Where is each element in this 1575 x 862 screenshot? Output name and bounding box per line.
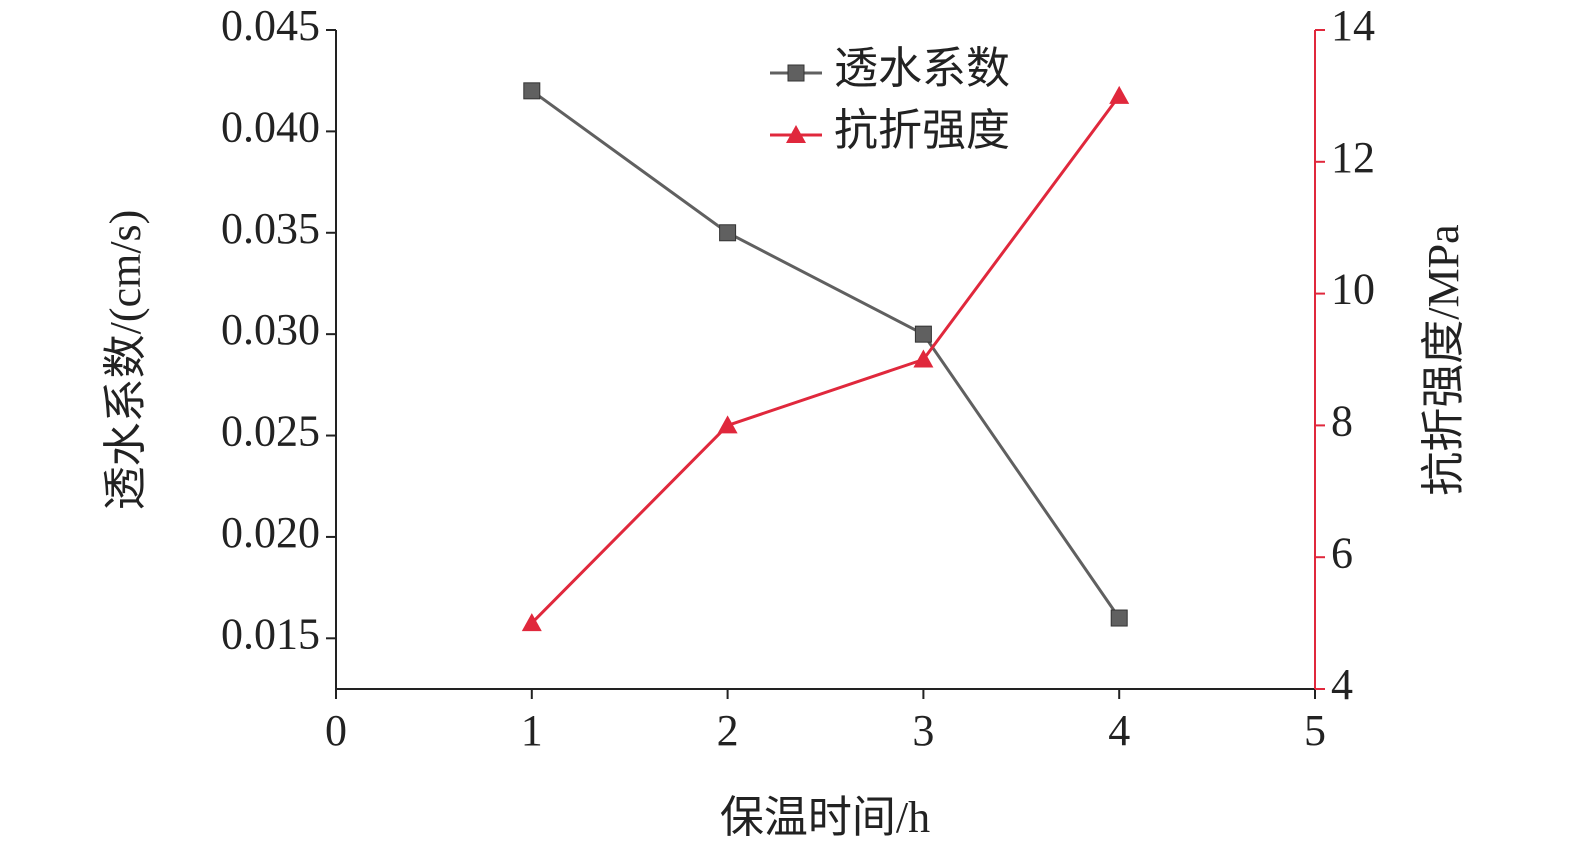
y-tick-label: 0.040: [221, 102, 320, 151]
y2-tick-label: 12: [1331, 133, 1375, 182]
marker: [914, 325, 932, 343]
y-axis-label: 透水系数/(cm/s): [101, 210, 150, 511]
line: [530, 89, 1121, 619]
line: [530, 95, 1121, 625]
x-tick-label: 0: [325, 706, 347, 755]
x-axis-label: 保温时间/h: [720, 793, 930, 842]
y-tick-label: 0.035: [221, 204, 320, 253]
y2-tick-label: 10: [1331, 265, 1375, 314]
y2-axis-label: 抗折强度/MPa: [1419, 224, 1468, 495]
marker: [719, 224, 737, 242]
marker: [717, 415, 738, 434]
legend-label: 透水系数: [834, 44, 1010, 93]
legend-label: 抗折强度: [834, 106, 1010, 155]
x-tick-label: 4: [1108, 706, 1130, 755]
marker: [523, 82, 541, 100]
y2-tick-label: 8: [1331, 396, 1353, 445]
marker: [1110, 609, 1128, 627]
x-tick-label: 2: [717, 706, 739, 755]
y-tick-label: 0.030: [221, 305, 320, 354]
y-tick-label: 0.045: [221, 1, 320, 50]
x-tick-label: 5: [1304, 706, 1326, 755]
y2-tick-label: 6: [1331, 528, 1353, 577]
legend-marker: [787, 64, 805, 82]
y2-tick-label: 4: [1331, 660, 1353, 709]
marker: [913, 349, 934, 368]
y-tick-label: 0.020: [221, 508, 320, 557]
x-tick-label: 3: [912, 706, 934, 755]
y-tick-label: 0.025: [221, 407, 320, 456]
x-tick-label: 1: [521, 706, 543, 755]
legend-marker: [786, 125, 806, 143]
marker: [1109, 85, 1130, 104]
marker: [521, 613, 542, 632]
y-tick-label: 0.015: [221, 609, 320, 658]
y2-tick-label: 14: [1331, 1, 1375, 50]
